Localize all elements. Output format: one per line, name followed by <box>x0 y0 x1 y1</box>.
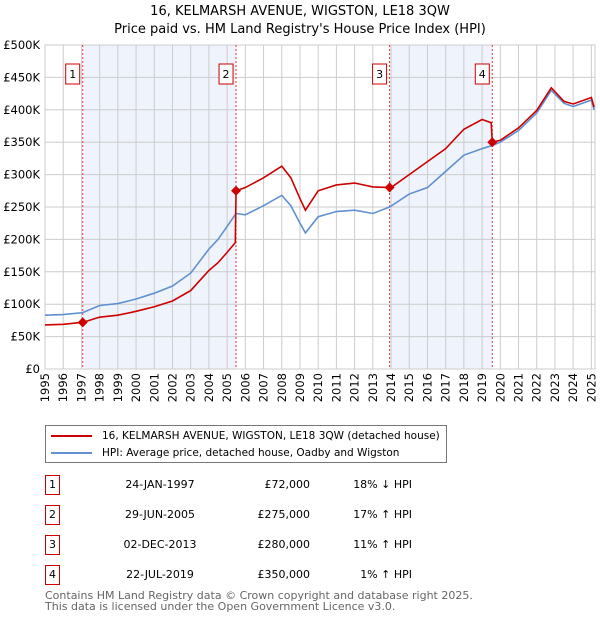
chart-title: 16, KELMARSH AVENUE, WIGSTON, LE18 3QW <box>150 4 450 19</box>
hpi-series-line <box>44 89 595 317</box>
sale-label: 4 <box>479 68 486 81</box>
sale-hpi-diff: 17% ↑ HPI <box>353 508 412 521</box>
sale-date: 29-JUN-2005 <box>124 508 196 521</box>
sale-date: 22-JUL-2019 <box>126 568 194 581</box>
x-tick-label: 2009 <box>293 373 307 402</box>
legend: 16, KELMARSH AVENUE, WIGSTON, LE18 3QW (… <box>45 425 447 463</box>
y-tick-label: £50K <box>11 330 41 344</box>
sale-row: 3 02-DEC-2013 £280,000 11% ↑ HPI <box>45 535 445 555</box>
x-tick-label: 2017 <box>439 373 453 402</box>
sale-hpi-diff: 1% ↑ HPI <box>360 568 412 581</box>
property-series-line <box>44 86 595 326</box>
x-tick-label: 2025 <box>584 373 598 402</box>
x-tick-label: 2020 <box>493 373 507 402</box>
legend-swatch-property <box>51 435 92 437</box>
sale-label: 2 <box>223 68 230 81</box>
sale-hpi-diff: 18% ↓ HPI <box>353 478 412 491</box>
x-tick-label: 2022 <box>530 373 544 402</box>
sale-point <box>77 317 88 328</box>
chart-subtitle: Price paid vs. HM Land Registry's House … <box>114 22 486 37</box>
y-tick-label: £400K <box>3 103 40 117</box>
sale-price: £280,000 <box>257 538 311 551</box>
x-tick-label: 2005 <box>220 373 234 402</box>
x-tick-label: 2007 <box>257 373 271 402</box>
sale-row: 4 22-JUL-2019 £350,000 1% ↑ HPI <box>45 565 445 585</box>
sale-number: 1 <box>45 475 60 495</box>
x-tick-label: 2000 <box>129 373 143 402</box>
legend-swatch-hpi <box>51 452 92 454</box>
sale-label-box <box>474 63 490 85</box>
y-tick-label: £500K <box>3 38 40 52</box>
x-tick-label: 2024 <box>566 373 580 402</box>
x-tick-label: 2010 <box>311 373 325 402</box>
sale-point <box>231 185 242 196</box>
x-tick-label: 2012 <box>348 373 362 402</box>
x-tick-label: 2011 <box>329 373 343 402</box>
sale-point <box>487 137 498 148</box>
x-tick-label: 2016 <box>420 373 434 402</box>
sale-label-box <box>65 63 81 85</box>
footer-line-1: Contains HM Land Registry data © Crown c… <box>45 589 473 602</box>
sale-row: 1 24-JAN-1997 £72,000 18% ↓ HPI <box>45 475 445 495</box>
x-tick-label: 2021 <box>512 373 526 402</box>
sale-number: 4 <box>45 565 60 585</box>
sale-point <box>384 182 395 193</box>
sale-price: £275,000 <box>257 508 311 521</box>
y-tick-label: £350K <box>3 135 40 149</box>
x-tick-label: 1998 <box>93 373 107 402</box>
y-tick-label: £0 <box>25 362 40 376</box>
y-tick-label: £450K <box>3 70 40 84</box>
x-tick-label: 2023 <box>548 373 562 402</box>
sale-date: 24-JAN-1997 <box>125 478 195 491</box>
y-tick-label: £300K <box>3 168 40 182</box>
x-tick-label: 2015 <box>402 373 416 402</box>
y-tick-label: £100K <box>3 297 40 311</box>
x-tick-label: 1999 <box>111 373 125 402</box>
y-tick-label: £200K <box>3 232 40 246</box>
sale-label-box <box>218 63 234 85</box>
sale-label: 3 <box>376 68 383 81</box>
price-chart: 1995 1996 1997 1998 1999 2000 2001 2002 2003 2004… <box>3 38 598 402</box>
x-tick-label: 2019 <box>475 373 489 402</box>
plot-border <box>44 44 596 370</box>
sale-label-box <box>372 63 388 85</box>
sale-label: 1 <box>69 68 76 81</box>
sale-number: 3 <box>45 535 60 555</box>
x-tick-label: 2004 <box>202 373 216 402</box>
sale-date: 02-DEC-2013 <box>123 538 197 551</box>
x-tick-label: 2008 <box>275 373 289 402</box>
x-tick-label: 2018 <box>457 373 471 402</box>
sale-price: £72,000 <box>264 478 311 491</box>
y-tick-label: £250K <box>3 200 40 214</box>
legend-label-property: 16, KELMARSH AVENUE, WIGSTON, LE18 3QW (… <box>102 430 440 442</box>
x-tick-label: 1996 <box>56 373 70 402</box>
x-tick-label: 2003 <box>184 373 198 402</box>
x-tick-label: 2006 <box>238 373 252 402</box>
x-tick-label: 2001 <box>147 373 161 402</box>
sale-hpi-diff: 11% ↑ HPI <box>353 538 412 551</box>
footer-line-2: This data is licensed under the Open Gov… <box>45 600 396 613</box>
x-tick-label: 2002 <box>165 373 179 402</box>
x-tick-label: 2014 <box>384 373 398 402</box>
sale-number: 2 <box>45 505 60 525</box>
legend-label-hpi: HPI: Average price, detached house, Oadb… <box>102 447 400 459</box>
x-tick-label: 1997 <box>74 373 88 402</box>
y-tick-label: £150K <box>3 265 40 279</box>
sale-row: 2 29-JUN-2005 £275,000 17% ↑ HPI <box>45 505 445 525</box>
x-tick-label: 2013 <box>366 373 380 402</box>
sale-price: £350,000 <box>257 568 311 581</box>
x-tick-label: 1995 <box>38 373 52 402</box>
